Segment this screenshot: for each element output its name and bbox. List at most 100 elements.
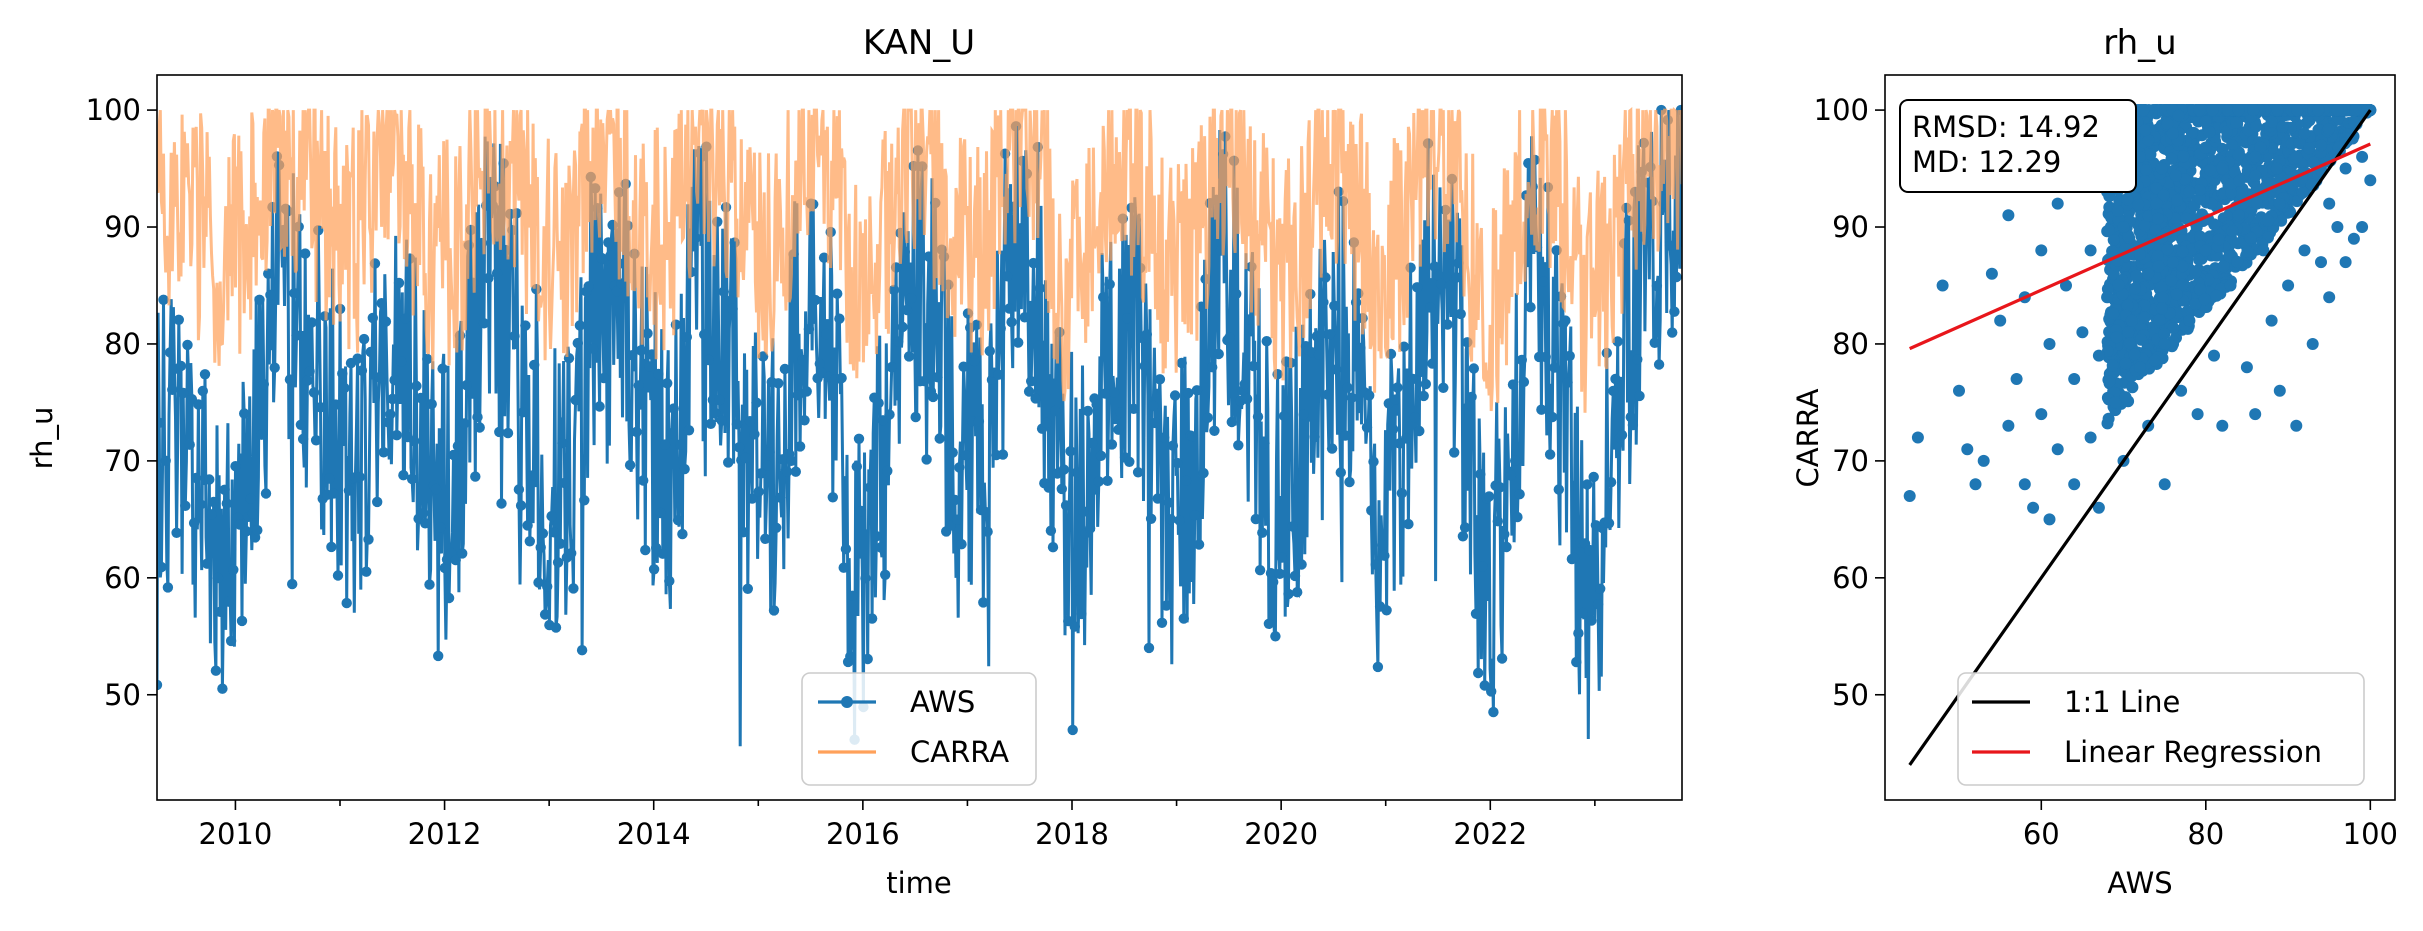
scatter-point: [2140, 164, 2153, 176]
aws-point: [1252, 411, 1264, 422]
aws-point: [1161, 600, 1172, 611]
scatter-point: [2183, 185, 2196, 198]
aws-point: [690, 232, 701, 244]
aws-point: [856, 505, 867, 517]
aws-point: [875, 542, 886, 553]
aws-point: [1060, 500, 1072, 511]
aws-point: [535, 542, 546, 553]
scatter-point: [2244, 232, 2257, 244]
aws-point: [847, 590, 858, 601]
aws-point: [354, 471, 365, 483]
aws-point: [219, 484, 230, 495]
aws-point: [343, 485, 355, 496]
aws-point: [256, 429, 267, 440]
scatter-point: [1936, 279, 1949, 292]
scatter-point: [2119, 391, 2132, 404]
aws-point: [304, 366, 315, 377]
aws-point: [315, 402, 326, 413]
aws-point: [814, 358, 825, 369]
scatter-point: [2156, 291, 2169, 304]
aws-point: [1244, 314, 1255, 325]
aws-point: [672, 515, 684, 526]
aws-point: [1451, 272, 1462, 283]
scatter-point: [2189, 298, 2202, 310]
legend-aws-label: AWS: [910, 685, 975, 719]
aws-point: [725, 295, 736, 307]
scatter-point: [2251, 197, 2263, 210]
aws-point: [1065, 446, 1076, 457]
aws-point: [201, 558, 213, 569]
y-tick-label: 90: [1832, 210, 1869, 244]
scatter-point: [1911, 431, 1924, 444]
aws-point: [430, 483, 442, 495]
aws-point: [1667, 327, 1678, 338]
aws-point: [1167, 440, 1179, 451]
aws-point: [263, 268, 274, 279]
aws-point: [1416, 366, 1427, 377]
scatter-point: [2165, 274, 2178, 287]
aws-point: [494, 426, 505, 438]
scatter-point: [2134, 248, 2146, 261]
scatter-point: [2155, 281, 2168, 294]
aws-point: [1084, 523, 1096, 534]
aws-point: [747, 493, 758, 504]
scatter-point: [2296, 186, 2309, 199]
aws-point: [352, 353, 363, 364]
scatter-point: [2232, 148, 2245, 161]
scatter-point: [2161, 117, 2174, 130]
scatter-point: [2265, 115, 2278, 128]
aws-point: [1169, 390, 1181, 401]
scatter-point: [2010, 373, 2023, 385]
aws-point: [1165, 514, 1177, 525]
aws-point: [1605, 477, 1617, 488]
aws-point: [306, 317, 317, 328]
aws-point: [1361, 422, 1373, 433]
scatter-point: [2276, 120, 2289, 133]
aws-point: [1355, 342, 1366, 354]
aws-point: [474, 422, 485, 433]
aws-point: [655, 507, 666, 519]
scatter-point: [2151, 249, 2164, 262]
aws-point: [310, 435, 322, 446]
aws-point: [1213, 348, 1224, 360]
aws-point: [705, 418, 716, 429]
aws-point: [157, 679, 163, 691]
carra-series-line: [157, 106, 1682, 413]
aws-point: [1091, 399, 1102, 410]
aws-point: [341, 597, 352, 609]
scatter-point: [2181, 305, 2194, 318]
aws-point: [657, 548, 668, 559]
y-tick-label: 70: [104, 444, 141, 478]
scatter-point: [2043, 338, 2056, 350]
timeseries-y-ticks: 50 60 70 80 90 100: [86, 93, 157, 712]
aws-point: [537, 528, 549, 539]
aws-point: [358, 333, 370, 345]
legend-one-to-one-label: 1:1 Line: [2064, 685, 2180, 719]
aws-point: [836, 372, 847, 384]
timeseries-panel: KAN_U 2010 2012 2014 2016 2018 2020 2022 50 60 7…: [25, 23, 1683, 900]
aws-point: [1586, 615, 1597, 626]
aws-point: [221, 498, 232, 509]
aws-point: [681, 331, 692, 343]
aws-point: [1571, 656, 1582, 668]
aws-point: [738, 527, 749, 538]
aws-point: [175, 360, 187, 372]
aws-point: [193, 399, 204, 410]
aws-point: [239, 408, 250, 419]
aws-point: [727, 303, 738, 315]
scatter-point: [2148, 354, 2161, 367]
aws-point: [1329, 300, 1340, 311]
aws-point: [683, 425, 695, 436]
scatter-point: [2322, 123, 2335, 136]
aws-point: [1340, 430, 1351, 441]
aws-point: [1145, 513, 1157, 524]
aws-point: [1154, 374, 1166, 385]
y-tick-label: 100: [86, 93, 141, 127]
aws-point: [269, 362, 280, 373]
aws-point: [1584, 544, 1595, 556]
aws-point: [1324, 329, 1336, 340]
aws-point: [723, 457, 734, 468]
aws-point: [1122, 313, 1133, 324]
aws-point: [751, 397, 762, 408]
scatter-point: [2235, 188, 2248, 201]
